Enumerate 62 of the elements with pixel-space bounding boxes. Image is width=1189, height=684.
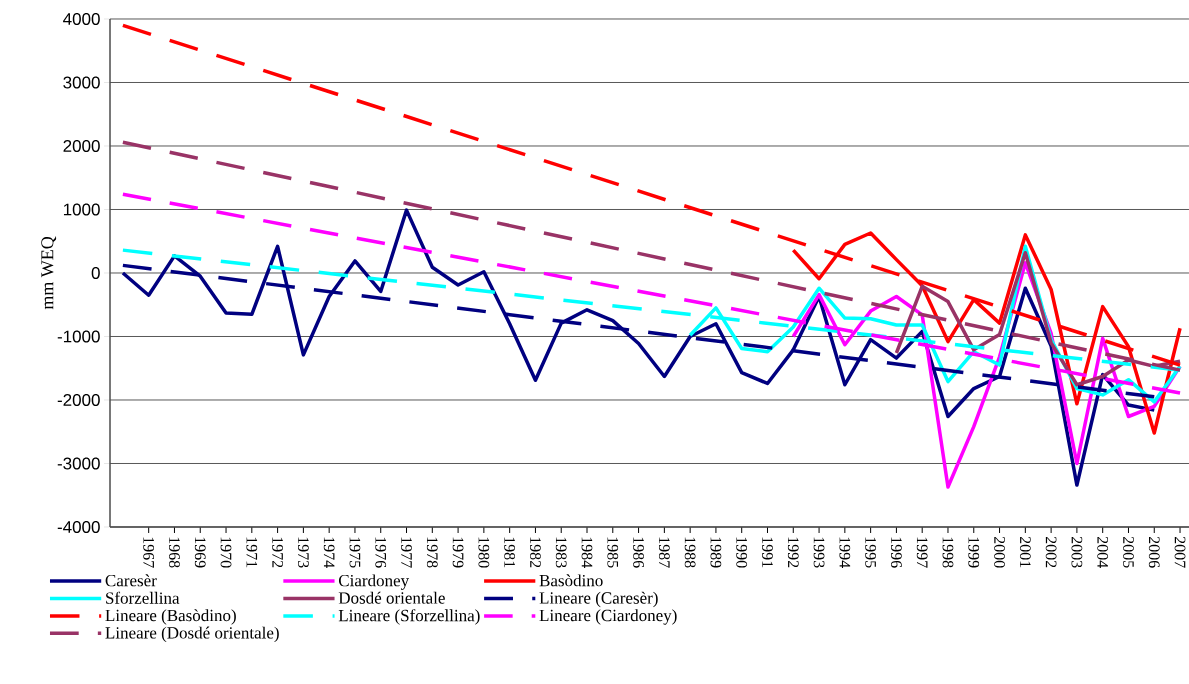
legend-label: Lineare (Ciardoney) — [539, 609, 677, 625]
x-tick-label: 1977 — [401, 537, 412, 568]
x-tick-label: 1990 — [736, 537, 748, 568]
x-tick-label: 1974 — [323, 537, 335, 568]
y-axis-title: mm WEQ — [41, 236, 57, 310]
x-tick-label: 1980 — [478, 537, 490, 568]
x-tick-label: 1981 — [504, 537, 516, 568]
y-tick-label: -3000 — [57, 457, 100, 470]
x-tick-label: 2000 — [994, 536, 1005, 568]
x-tick-label: 1989 — [710, 537, 722, 568]
y-tick-label: -4000 — [57, 520, 100, 534]
x-tick-label: 1997 — [916, 537, 928, 568]
x-tick-label: 1983 — [555, 537, 567, 568]
x-tick-label: 1979 — [452, 537, 464, 568]
x-tick-label: 2007 — [1174, 536, 1186, 568]
x-tick-label: 1996 — [891, 537, 902, 568]
legend-label: Lineare (Caresèr) — [539, 591, 658, 608]
legend-label: Ciardoney — [338, 574, 410, 590]
x-tick-label: 1984 — [581, 537, 593, 568]
legend-label: Dosdé orientale — [338, 591, 445, 604]
line-series — [121, 208, 1157, 487]
y-tick-label: 3000 — [63, 76, 100, 89]
x-tick-label: 1982 — [530, 537, 541, 568]
x-tick-label: 1970 — [220, 537, 232, 568]
x-tick-label: 2005 — [1123, 536, 1134, 568]
x-tick-label: 1978 — [426, 537, 438, 568]
x-tick-label: 1986 — [633, 537, 644, 568]
x-tick-label: 2002 — [1045, 536, 1057, 568]
x-tick-label: 1967 — [143, 537, 155, 568]
legend-label: Lineare (Basòdino) — [105, 609, 236, 625]
x-tick-label: 1998 — [942, 537, 954, 568]
y-tick-label: -1000 — [57, 330, 100, 343]
x-tick-label: 1991 — [762, 537, 773, 568]
x-tick-label: 1968 — [169, 537, 180, 568]
x-tick-label: 1976 — [375, 537, 387, 568]
legend-label: Lineare (Sforzellina) — [338, 609, 480, 625]
legend-label: Sforzellina — [106, 591, 180, 604]
legend-label: Lineare (Dosdé orientale) — [105, 626, 279, 643]
y-tick-label: 1000 — [63, 203, 100, 216]
x-tick-label: 2003 — [1071, 536, 1083, 568]
legend-label: Basòdino — [539, 574, 603, 587]
x-tick-label: 1975 — [349, 537, 361, 568]
x-tick-label: 1985 — [607, 537, 619, 568]
x-tick-label: 1987 — [658, 537, 670, 568]
x-tick-label: 1988 — [684, 537, 696, 568]
y-tick-label: 4000 — [63, 12, 100, 26]
x-tick-label: 2001 — [1019, 536, 1031, 568]
y-tick-label: 2000 — [63, 139, 100, 153]
y-tick-label: 0 — [91, 266, 100, 280]
x-tick-label: 1994 — [839, 537, 851, 568]
x-tick-label: 1971 — [246, 537, 258, 568]
x-tick-label: 2006 — [1148, 536, 1160, 568]
x-tick-label: 1993 — [813, 537, 825, 568]
x-tick-label: 1995 — [865, 537, 876, 568]
y-tick-label: -2000 — [57, 393, 100, 407]
x-tick-label: 1969 — [194, 537, 206, 568]
x-tick-label: 1992 — [787, 537, 799, 568]
legend-label: Caresèr — [105, 574, 157, 587]
x-tick-label: 1973 — [298, 537, 309, 568]
x-tick-label: 1999 — [968, 537, 980, 568]
x-tick-label: 1972 — [272, 537, 283, 568]
x-tick-label: 2004 — [1097, 536, 1109, 568]
